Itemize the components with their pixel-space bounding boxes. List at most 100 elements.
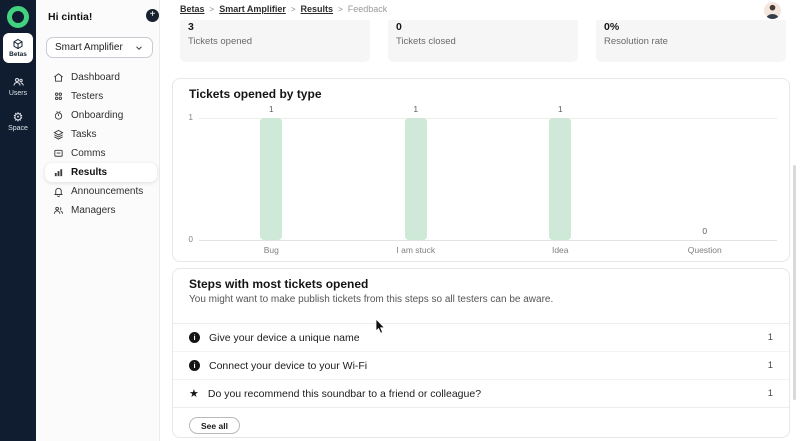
breadcrumb-betas[interactable]: Betas bbox=[180, 4, 205, 14]
stat-label: Tickets closed bbox=[396, 36, 456, 47]
beta-selector-value: Smart Amplifier bbox=[55, 42, 123, 53]
hand-icon bbox=[54, 111, 63, 120]
x-axis-baseline bbox=[199, 240, 777, 241]
app-rail: Betas Users ⚙ Space bbox=[0, 0, 36, 441]
x-axis-labels: Bug I am stuck Idea Question bbox=[199, 245, 777, 255]
bar-value-label: 1 bbox=[557, 104, 563, 114]
people-icon bbox=[53, 206, 64, 214]
steps-subtitle: You might want to make publish tickets f… bbox=[189, 294, 554, 305]
stat-label: Resolution rate bbox=[604, 36, 668, 47]
stat-resolution-rate: 0% Resolution rate bbox=[596, 20, 786, 62]
users-icon bbox=[13, 78, 24, 86]
sidebar-item-label: Announcements bbox=[71, 186, 144, 197]
bar-plot-area: 1 1 1 0 bbox=[199, 104, 778, 240]
rail-item-betas[interactable]: Betas bbox=[3, 33, 33, 63]
add-button[interactable]: + bbox=[146, 9, 159, 22]
breadcrumb-separator: > bbox=[338, 4, 343, 14]
step-row-connect-wifi[interactable]: i Connect your device to your Wi-Fi 1 bbox=[173, 352, 789, 380]
step-count: 1 bbox=[767, 388, 773, 399]
bar-column-idea: 1 bbox=[488, 104, 633, 240]
bell-icon bbox=[53, 187, 64, 197]
chat-icon bbox=[54, 149, 63, 157]
bar-value-label: 0 bbox=[702, 226, 708, 236]
bar-i-am-stuck bbox=[404, 118, 427, 240]
rail-item-label: Space bbox=[8, 125, 28, 132]
bar-idea bbox=[549, 118, 572, 240]
step-row-unique-name[interactable]: i Give your device a unique name 1 bbox=[173, 324, 789, 352]
sidebar-item-label: Results bbox=[71, 167, 108, 178]
step-count: 1 bbox=[767, 332, 773, 343]
cube-icon bbox=[13, 38, 23, 50]
sidebar-item-label: Comms bbox=[71, 148, 106, 159]
info-icon: i bbox=[189, 332, 200, 343]
person-icon bbox=[766, 4, 779, 19]
steps-list: i Give your device a unique name 1 i Con… bbox=[173, 323, 789, 408]
rail-item-space[interactable]: ⚙ Space bbox=[0, 111, 36, 132]
gridline-1 bbox=[199, 118, 777, 119]
group-grid-icon bbox=[55, 92, 62, 100]
tickets-by-type-card: Tickets opened by type 1 0 1 1 1 0 bbox=[172, 78, 790, 262]
sidebar-item-label: Dashboard bbox=[71, 72, 120, 83]
sidebar-item-label: Testers bbox=[71, 91, 104, 102]
bar-bug bbox=[260, 118, 283, 240]
sidebar-item-tasks[interactable]: Tasks bbox=[45, 125, 157, 144]
vertical-scrollbar[interactable] bbox=[793, 165, 796, 400]
rail-item-users[interactable]: Users bbox=[0, 76, 36, 97]
gear-icon: ⚙ bbox=[12, 110, 24, 124]
greeting-text: Hi cintia! bbox=[48, 11, 93, 23]
app-logo-icon[interactable] bbox=[7, 6, 29, 28]
main-content: Betas > Smart Amplifier > Results > Feed… bbox=[160, 0, 800, 441]
breadcrumb-smart-amplifier[interactable]: Smart Amplifier bbox=[219, 4, 286, 14]
bar-chart-icon bbox=[54, 169, 63, 177]
beta-selector-dropdown[interactable]: Smart Amplifier bbox=[46, 37, 153, 58]
x-label-idea: Idea bbox=[551, 245, 569, 255]
rail-item-label: Betas bbox=[9, 51, 27, 58]
x-label-bug: Bug bbox=[263, 245, 279, 255]
chevron-down-icon bbox=[136, 45, 142, 50]
bar-column-i-am-stuck: 1 bbox=[344, 104, 489, 240]
y-tick-0: 0 bbox=[188, 235, 193, 244]
stat-value: 3 bbox=[188, 21, 194, 33]
breadcrumb-feedback: Feedback bbox=[347, 4, 388, 14]
stat-tickets-closed: 0 Tickets closed bbox=[388, 20, 578, 62]
bar-value-label: 1 bbox=[413, 104, 419, 114]
star-icon: ★ bbox=[189, 387, 199, 400]
steps-most-tickets-card: Steps with most tickets opened You might… bbox=[172, 268, 790, 438]
sidebar-item-dashboard[interactable]: Dashboard bbox=[45, 68, 157, 87]
beta-sidebar: Hi cintia! + Smart Amplifier Dashboard T… bbox=[36, 0, 160, 441]
x-label-i-am-stuck: I am stuck bbox=[396, 245, 436, 255]
sidebar-item-testers[interactable]: Testers bbox=[45, 87, 157, 106]
bar-column-bug: 1 bbox=[199, 104, 344, 240]
step-label: Do you recommend this soundbar to a frie… bbox=[207, 387, 482, 400]
stat-tickets-opened: 3 Tickets opened bbox=[180, 20, 370, 62]
breadcrumb-separator: > bbox=[290, 4, 296, 14]
stat-value: 0% bbox=[604, 21, 620, 33]
bar-column-question: 0 bbox=[633, 118, 778, 240]
sidebar-item-label: Onboarding bbox=[71, 110, 124, 121]
home-icon bbox=[54, 73, 63, 82]
step-count: 1 bbox=[767, 360, 773, 371]
user-avatar[interactable] bbox=[764, 2, 781, 19]
sidebar-item-comms[interactable]: Comms bbox=[45, 144, 157, 163]
breadcrumb-results[interactable]: Results bbox=[300, 4, 334, 14]
sidebar-item-label: Managers bbox=[71, 205, 116, 216]
sidebar-item-label: Tasks bbox=[71, 129, 97, 140]
step-row-recommend-soundbar[interactable]: ★ Do you recommend this soundbar to a fr… bbox=[173, 380, 789, 408]
sidebar-item-announcements[interactable]: Announcements bbox=[45, 182, 157, 201]
sidebar-item-onboarding[interactable]: Onboarding bbox=[45, 106, 157, 125]
sidebar-item-managers[interactable]: Managers bbox=[45, 201, 157, 220]
step-label: Connect your device to your Wi-Fi bbox=[209, 359, 368, 372]
y-tick-1: 1 bbox=[188, 113, 193, 122]
stat-label: Tickets opened bbox=[188, 36, 253, 47]
info-icon: i bbox=[189, 360, 200, 371]
sidebar-item-results[interactable]: Results bbox=[45, 163, 157, 182]
step-label: Give your device a unique name bbox=[209, 331, 360, 344]
rail-item-label: Users bbox=[8, 90, 28, 97]
breadcrumb-separator: > bbox=[209, 4, 215, 14]
chart-title: Tickets opened by type bbox=[189, 87, 322, 101]
stat-value: 0 bbox=[396, 21, 402, 33]
see-all-button[interactable]: See all bbox=[189, 417, 240, 434]
steps-title: Steps with most tickets opened bbox=[189, 277, 369, 291]
bar-value-label: 1 bbox=[268, 104, 274, 114]
x-label-question: Question bbox=[687, 245, 722, 255]
